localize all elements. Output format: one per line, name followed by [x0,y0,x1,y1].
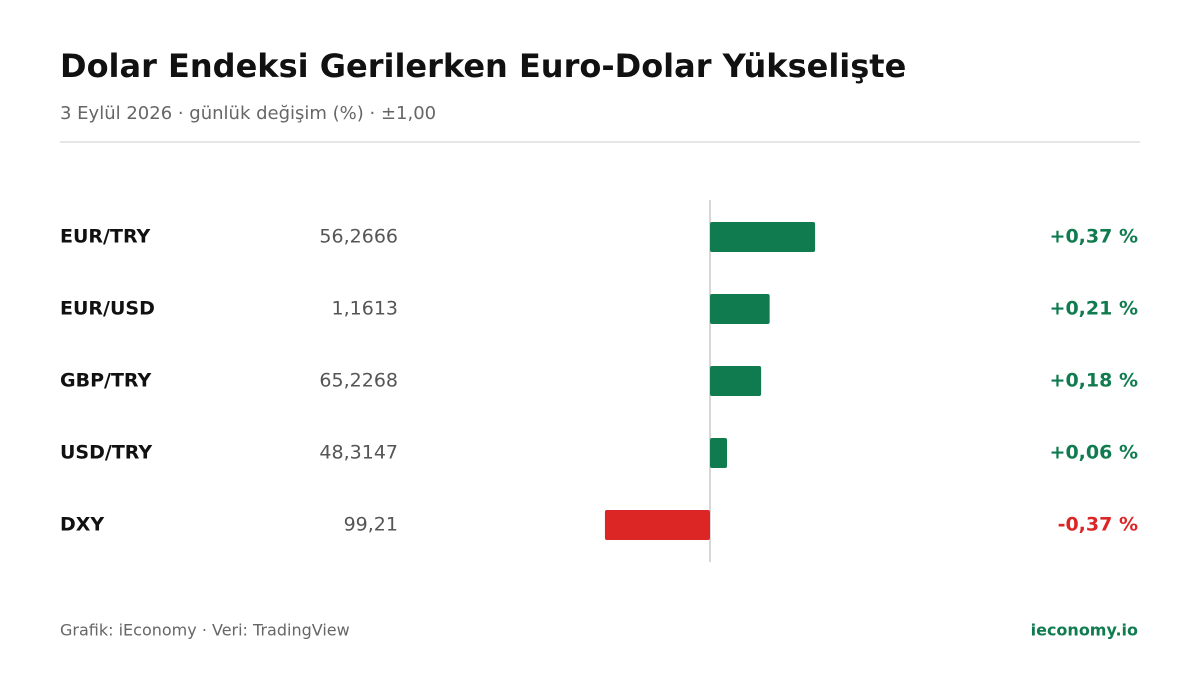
price-label: 99,21 [344,514,398,536]
category-label: EUR/USD [60,298,155,320]
brand: ieconomy.io [1031,621,1138,640]
value-label: -0,37 % [1058,514,1138,536]
value-label: +0,21 % [1050,298,1138,320]
category-label: GBP/TRY [60,370,151,392]
bar [710,294,770,324]
bar [710,438,728,468]
chart-title: Dolar Endeksi Gerilerken Euro-Dolar Yüks… [60,47,906,85]
category-label: USD/TRY [60,442,152,464]
price-label: 48,3147 [319,442,398,464]
value-label: +0,37 % [1050,226,1138,248]
source: Grafik: iEconomy · Veri: TradingView [60,621,350,640]
price-label: 1,1613 [332,298,398,320]
bar [710,222,816,252]
price-label: 65,2268 [319,370,398,392]
chart-subtitle: 3 Eylül 2026 · günlük değişim (%) · ±1,0… [60,103,436,124]
value-label: +0,06 % [1050,442,1138,464]
bar [604,510,710,540]
value-label: +0,18 % [1050,370,1138,392]
price-label: 56,2666 [319,226,398,248]
bar [710,366,762,396]
category-label: DXY [60,514,104,536]
category-label: EUR/TRY [60,226,151,248]
